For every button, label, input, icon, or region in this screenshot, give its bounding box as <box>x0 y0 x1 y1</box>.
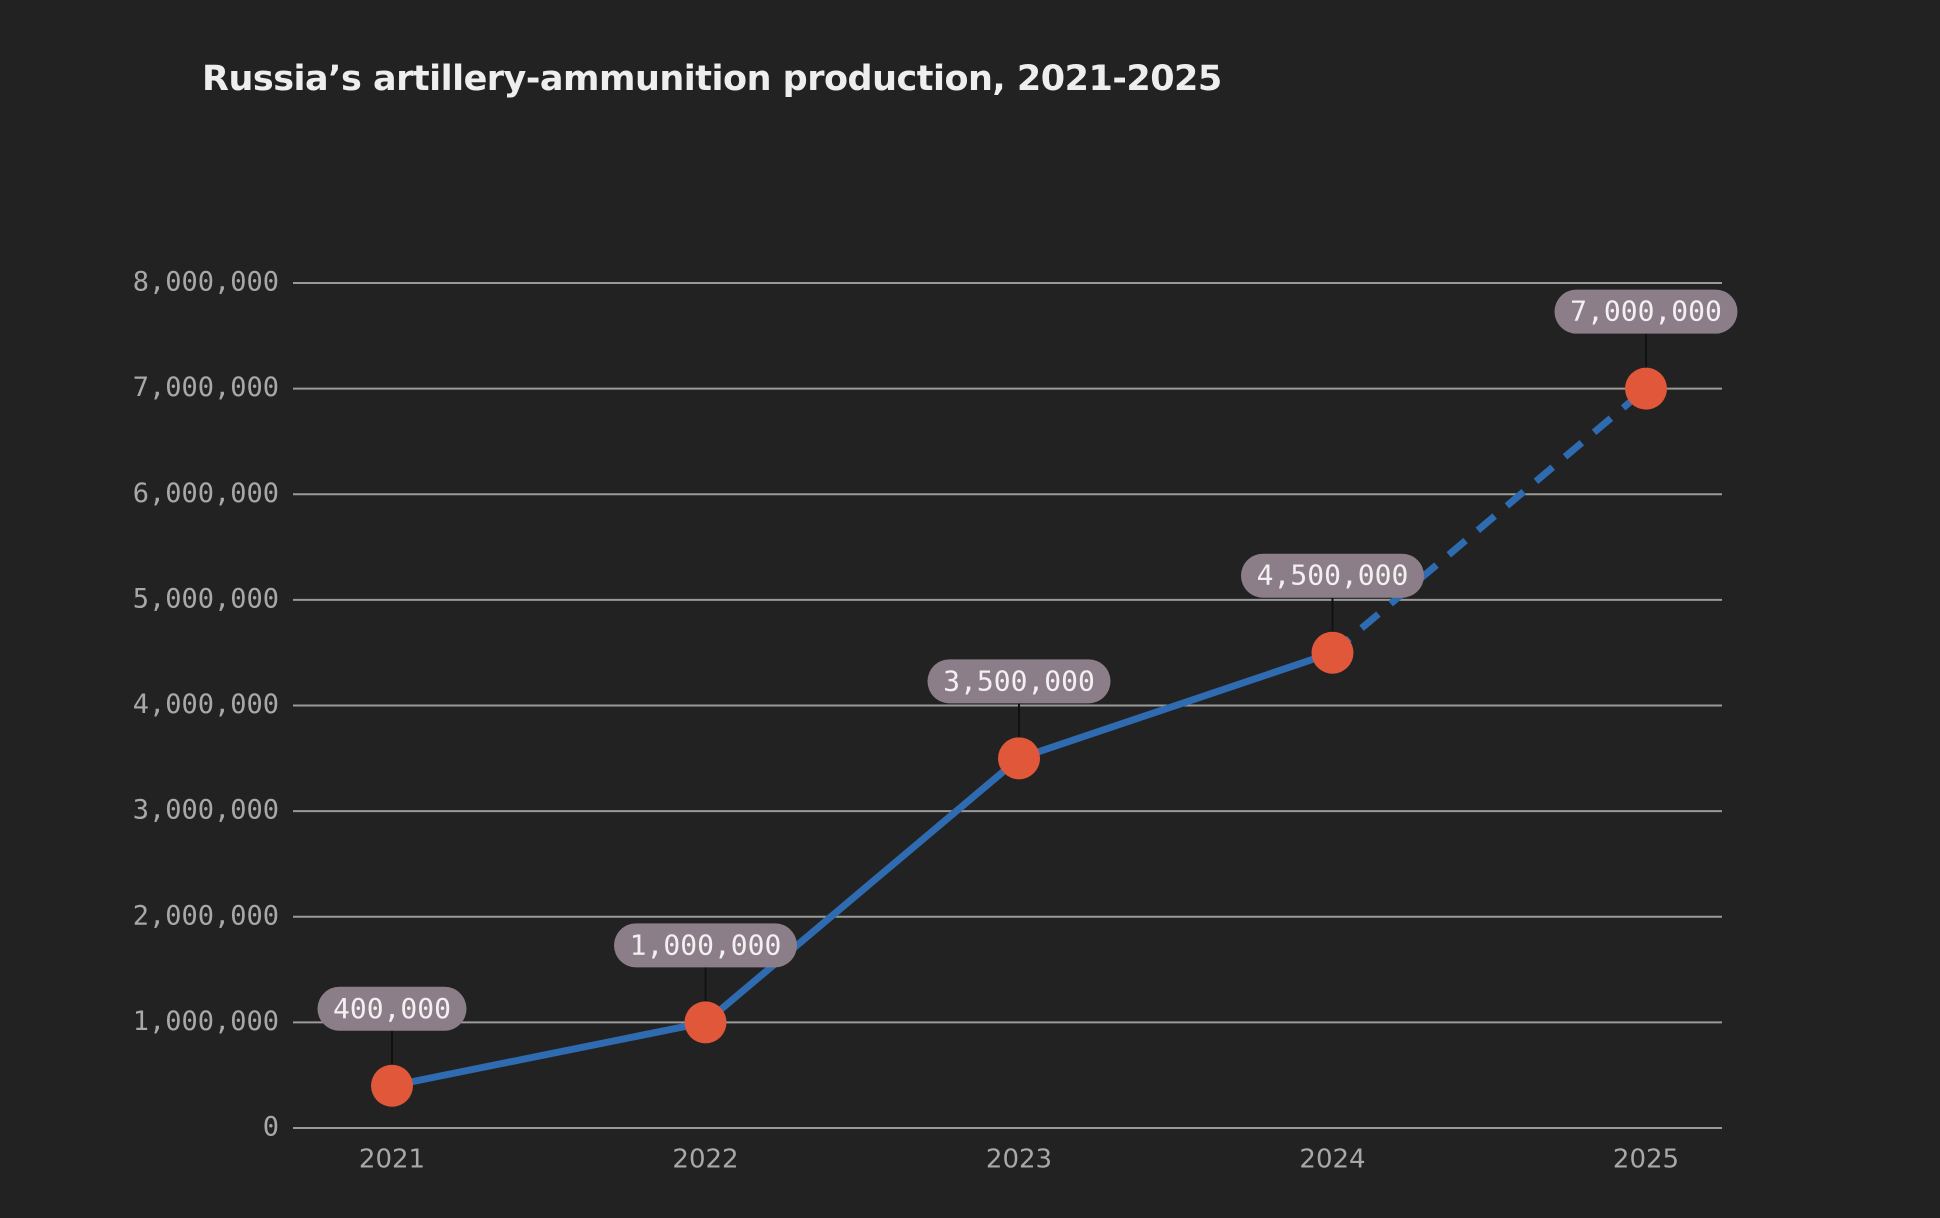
y-tick-label: 6,000,000 <box>133 478 279 509</box>
chart-title: Russia’s artillery-ammunition production… <box>202 59 1222 99</box>
line <box>391 649 1334 1090</box>
y-tick-label: 0 <box>263 1112 279 1143</box>
y-tick-label: 8,000,000 <box>133 267 279 298</box>
point <box>1625 367 1667 410</box>
data-label: 1,000,000 <box>630 928 782 961</box>
projected-line <box>1330 385 1649 656</box>
x-tick-label: 2022 <box>672 1145 738 1175</box>
label-box <box>1554 289 1738 334</box>
point <box>1311 631 1354 674</box>
x-tick-label: 2024 <box>1299 1145 1365 1175</box>
point <box>998 737 1040 780</box>
x-tick-label: 2021 <box>359 1145 425 1175</box>
y-tick-label: 1,000,000 <box>133 1006 279 1037</box>
point <box>371 1064 413 1107</box>
data-label: 400,000 <box>333 992 451 1025</box>
y-tick-label: 7,000,000 <box>133 372 279 403</box>
y-tick-label: 2,000,000 <box>133 900 279 931</box>
point <box>684 1001 727 1044</box>
y-tick-label: 4,000,000 <box>133 689 279 720</box>
label-box <box>317 986 467 1031</box>
label-box <box>1241 553 1424 598</box>
y-tick-label: 5,000,000 <box>133 583 279 614</box>
x-tick-label: 2025 <box>1613 1145 1679 1175</box>
y-tick-label: 3,000,000 <box>133 795 279 826</box>
label-box <box>614 923 797 968</box>
x-tick-label: 2023 <box>986 1145 1052 1175</box>
data-label: 3,500,000 <box>943 664 1095 697</box>
data-label: 7,000,000 <box>1570 295 1722 328</box>
label-box <box>927 659 1111 704</box>
data-label: 4,500,000 <box>1257 559 1409 592</box>
